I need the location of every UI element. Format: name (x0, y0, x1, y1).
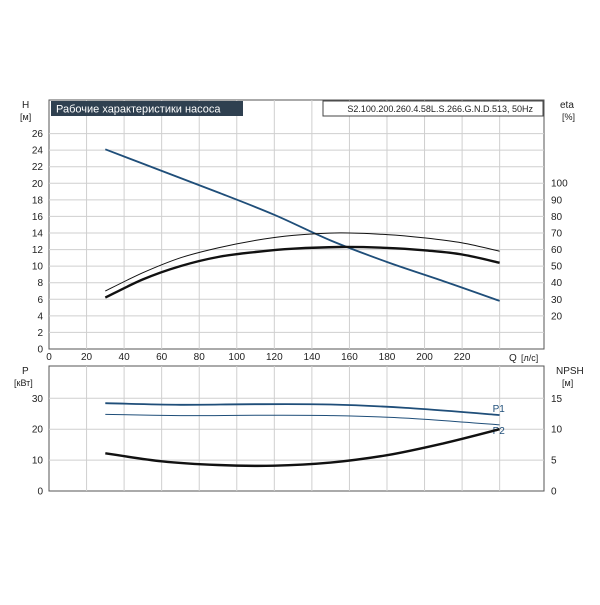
x-tick-label: 100 (228, 352, 245, 363)
p-axis-unit: [кВт] (14, 378, 33, 388)
h-tick-label: 8 (37, 278, 43, 289)
npsh-axis-unit: [м] (562, 378, 573, 388)
h-tick-label: 14 (32, 228, 44, 239)
eta-tick-label: 70 (551, 228, 563, 239)
h-tick-label: 2 (37, 328, 43, 339)
h-tick-label: 12 (32, 245, 44, 256)
h-tick-label: 18 (32, 195, 44, 206)
p-tick-label: 30 (32, 394, 44, 405)
eta-tick-label: 20 (551, 311, 563, 322)
x-tick-label: 60 (156, 352, 168, 363)
x-tick-label: 120 (266, 352, 283, 363)
npsh-tick-label: 0 (551, 487, 557, 498)
q-axis-label: Q (509, 353, 517, 364)
q-axis-unit: [л/с] (521, 353, 538, 363)
npsh-tick-label: 10 (551, 425, 563, 436)
eta-tick-label: 30 (551, 295, 563, 306)
p-tick-label: 0 (37, 487, 43, 498)
h-tick-label: 26 (32, 129, 44, 140)
p-tick-label: 10 (32, 456, 44, 467)
x-tick-label: 20 (81, 352, 93, 363)
x-tick-label: 0 (46, 352, 52, 363)
p-tick-label: 20 (32, 425, 44, 436)
bottom-plot-frame (49, 366, 544, 491)
x-tick-label: 40 (119, 352, 131, 363)
eta-tick-label: 100 (551, 179, 568, 190)
h-tick-label: 4 (37, 311, 43, 322)
eta-axis-label: eta (560, 100, 574, 111)
eta-tick-label: 60 (551, 245, 563, 256)
h-axis-unit: [м] (20, 112, 31, 122)
eta-tick-label: 40 (551, 278, 563, 289)
h-tick-label: 6 (37, 295, 43, 306)
x-tick-label: 80 (194, 352, 206, 363)
h-tick-label: 20 (32, 179, 44, 190)
npsh-tick-label: 15 (551, 394, 563, 405)
h-tick-label: 10 (32, 262, 44, 273)
h-tick-label: 16 (32, 212, 44, 223)
series-label-P1: P1 (493, 404, 506, 415)
h-axis-label: H (22, 100, 29, 111)
x-tick-label: 140 (304, 352, 321, 363)
x-tick-label: 180 (379, 352, 396, 363)
x-tick-label: 160 (341, 352, 358, 363)
model-label: S2.100.200.260.4.58L.S.266.G.N.D.513, 50… (347, 104, 533, 114)
p-axis-label: P (22, 366, 29, 377)
h-tick-label: 24 (32, 146, 44, 157)
eta-axis-unit: [%] (562, 112, 575, 122)
npsh-tick-label: 5 (551, 456, 557, 467)
chart-title: Рабочие характеристики насоса (56, 104, 221, 116)
eta-tick-label: 80 (551, 212, 563, 223)
h-tick-label: 22 (32, 162, 44, 173)
eta-tick-label: 50 (551, 262, 563, 273)
x-tick-label: 220 (454, 352, 471, 363)
npsh-axis-label: NPSH (556, 366, 584, 377)
x-tick-label: 200 (416, 352, 433, 363)
h-tick-label: 0 (37, 345, 43, 356)
eta-tick-label: 90 (551, 195, 563, 206)
